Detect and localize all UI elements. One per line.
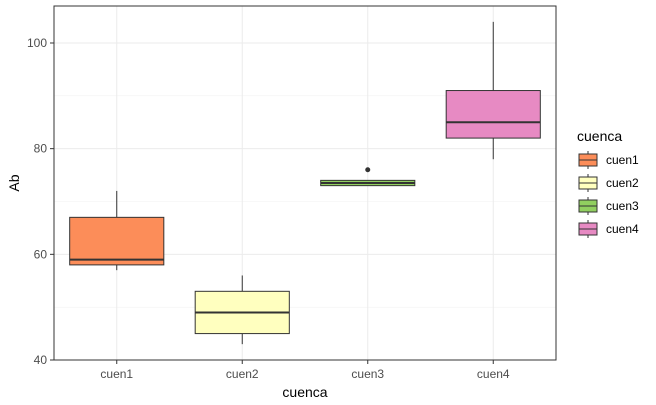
outlier-point — [365, 167, 371, 173]
y-tick-label: 60 — [34, 247, 48, 261]
y-axis-title: Ab — [6, 174, 22, 191]
legend-item-cuen1: cuen1 — [578, 151, 639, 169]
legend-label: cuen3 — [606, 199, 639, 213]
legend-title: cuenca — [577, 128, 622, 144]
x-tick-label: cuen4 — [477, 367, 510, 381]
box-cuen1 — [69, 190, 165, 271]
x-tick-label: cuen2 — [226, 367, 259, 381]
x-tick-label: cuen1 — [100, 367, 133, 381]
box-iqr — [445, 90, 541, 139]
panel-border — [53, 5, 557, 361]
box-cuen2 — [194, 275, 290, 345]
x-tick-label: cuen3 — [351, 367, 384, 381]
box-cuen3 — [320, 167, 416, 187]
x-axis-title: cuenca — [282, 384, 327, 400]
legend: cuenca cuen1 cuen2 cuen3 cuen4 — [577, 128, 639, 238]
legend-item-cuen3: cuen3 — [578, 197, 639, 215]
box-iqr — [69, 216, 165, 266]
y-axis-ticks: 40 60 80 100 — [27, 36, 54, 367]
legend-item-cuen2: cuen2 — [578, 174, 639, 192]
x-axis-ticks: cuen1 cuen2 cuen3 cuen4 — [100, 360, 510, 381]
y-tick-label: 100 — [27, 36, 47, 50]
legend-label: cuen4 — [606, 222, 639, 236]
y-tick-label: 40 — [34, 353, 48, 367]
boxes-layer — [69, 21, 541, 345]
legend-label: cuen2 — [606, 176, 639, 190]
y-tick-label: 80 — [34, 142, 48, 156]
legend-label: cuen1 — [606, 153, 639, 167]
box-cuen4 — [445, 21, 541, 160]
legend-item-cuen4: cuen4 — [578, 220, 639, 238]
